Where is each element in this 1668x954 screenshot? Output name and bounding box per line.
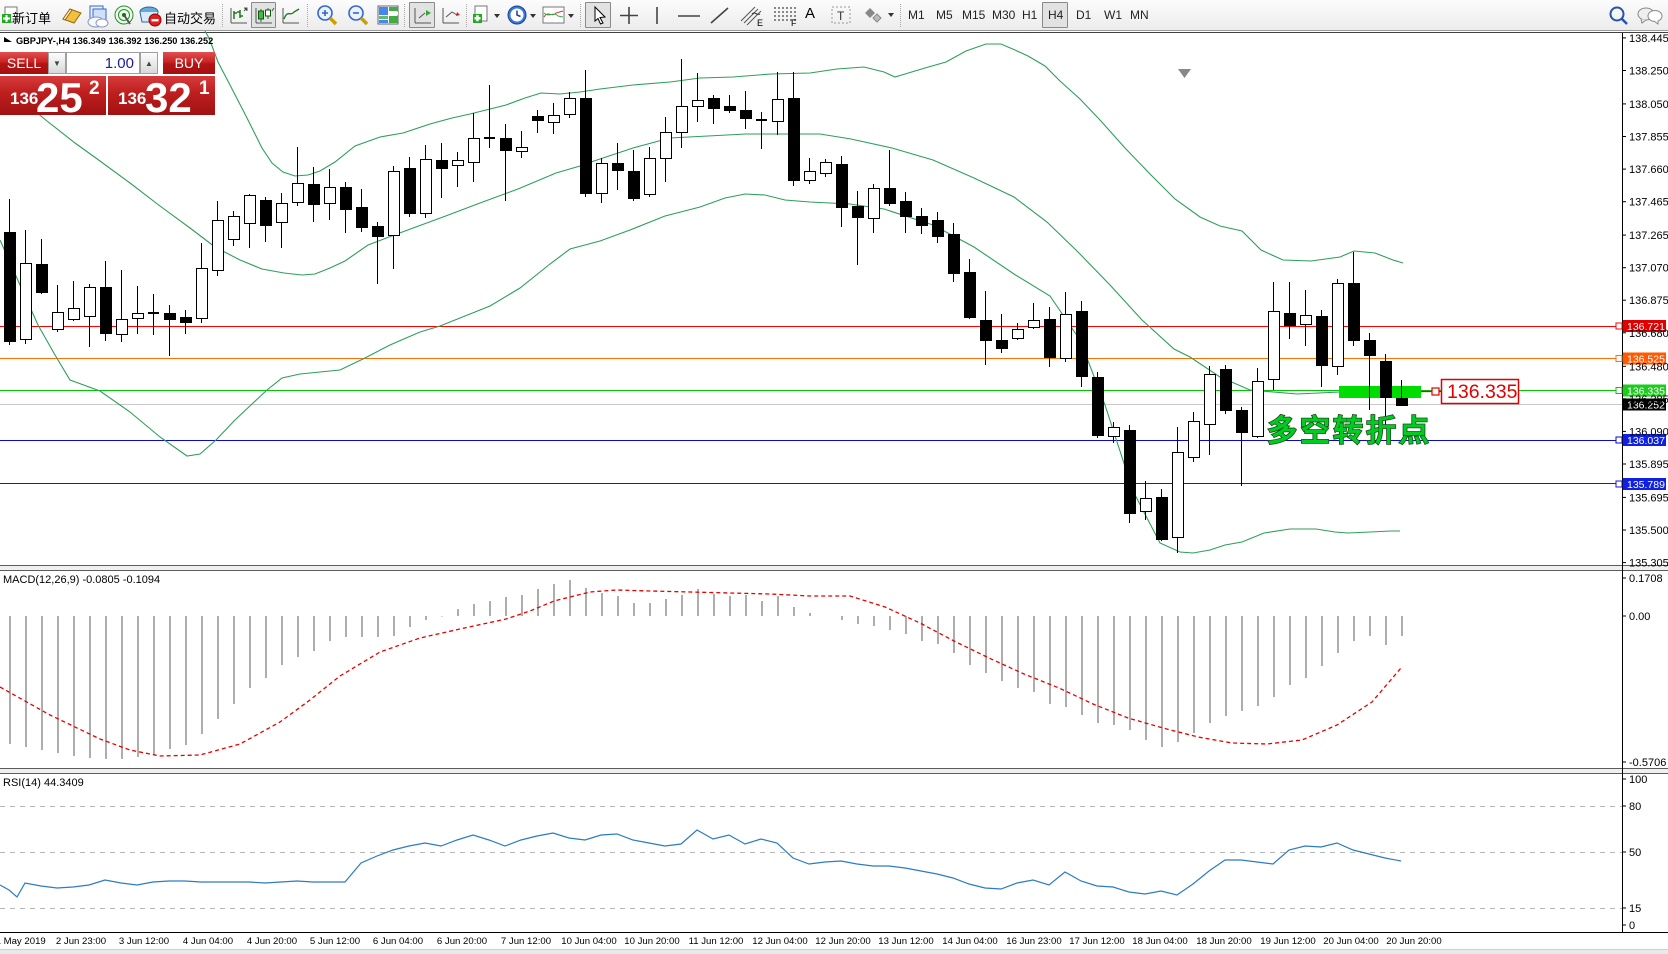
svg-text:136.721: 136.721 — [1627, 321, 1665, 333]
svg-text:F: F — [791, 18, 797, 28]
svg-text:20 Jun 20:00: 20 Jun 20:00 — [1386, 936, 1441, 947]
svg-text:0.00: 0.00 — [1629, 611, 1650, 623]
svg-text:2 Jun 23:00: 2 Jun 23:00 — [56, 936, 106, 947]
svg-text:12 Jun 04:00: 12 Jun 04:00 — [752, 936, 807, 947]
svg-text:31 May 2019: 31 May 2019 — [0, 936, 46, 947]
svg-text:0: 0 — [1629, 920, 1635, 932]
svg-text:多空转折点: 多空转折点 — [1267, 415, 1432, 448]
svg-text:5 Jun 12:00: 5 Jun 12:00 — [310, 936, 360, 947]
svg-text:6 Jun 04:00: 6 Jun 04:00 — [373, 936, 423, 947]
svg-text:136.525: 136.525 — [1627, 354, 1665, 366]
svg-text:19 Jun 12:00: 19 Jun 12:00 — [1260, 936, 1315, 947]
svg-text:137.465: 137.465 — [1629, 197, 1668, 209]
svg-text:137.070: 137.070 — [1629, 263, 1668, 275]
svg-text:12 Jun 20:00: 12 Jun 20:00 — [815, 936, 870, 947]
svg-text:7 Jun 12:00: 7 Jun 12:00 — [501, 936, 551, 947]
svg-text:MACD(12,26,9) -0.0805 -0.1094: MACD(12,26,9) -0.0805 -0.1094 — [3, 574, 160, 586]
svg-text:T: T — [837, 9, 845, 23]
svg-text:136.335: 136.335 — [1447, 381, 1518, 403]
svg-text:0.1708: 0.1708 — [1629, 573, 1663, 585]
svg-text:137.660: 137.660 — [1629, 164, 1668, 176]
svg-text:-0.5706: -0.5706 — [1629, 757, 1666, 769]
svg-text:18 Jun 20:00: 18 Jun 20:00 — [1196, 936, 1251, 947]
svg-text:20 Jun 04:00: 20 Jun 04:00 — [1323, 936, 1378, 947]
svg-text:136.680: 136.680 — [1629, 328, 1668, 340]
svg-text:6 Jun 20:00: 6 Jun 20:00 — [437, 936, 487, 947]
svg-text:136.480: 136.480 — [1629, 361, 1668, 373]
svg-text:135.305: 135.305 — [1629, 558, 1668, 570]
svg-text:10 Jun 04:00: 10 Jun 04:00 — [561, 936, 616, 947]
svg-text:11 Jun 12:00: 11 Jun 12:00 — [689, 936, 744, 947]
svg-text:GBPJPY-,H4 136.349 136.392 13: GBPJPY-,H4 136.349 136.392 136.250 136.2… — [16, 36, 213, 46]
svg-text:136.252: 136.252 — [1627, 399, 1665, 411]
svg-text:80: 80 — [1629, 801, 1641, 813]
svg-text:10 Jun 20:00: 10 Jun 20:00 — [624, 936, 679, 947]
svg-text:RSI(14) 44.3409: RSI(14) 44.3409 — [3, 777, 84, 789]
svg-text:16 Jun 23:00: 16 Jun 23:00 — [1006, 936, 1061, 947]
svg-text:E: E — [757, 18, 763, 28]
svg-text:136.875: 136.875 — [1629, 295, 1668, 307]
svg-text:135.695: 135.695 — [1629, 492, 1668, 504]
svg-text:4 Jun 04:00: 4 Jun 04:00 — [183, 936, 233, 947]
svg-text:138.250: 138.250 — [1629, 66, 1668, 78]
svg-text:135.895: 135.895 — [1629, 459, 1668, 471]
svg-text:137.855: 137.855 — [1629, 132, 1668, 144]
svg-text:14 Jun 04:00: 14 Jun 04:00 — [942, 936, 997, 947]
svg-text:13 Jun 12:00: 13 Jun 12:00 — [878, 936, 933, 947]
svg-text:135.500: 135.500 — [1629, 525, 1668, 537]
svg-text:50: 50 — [1629, 847, 1641, 859]
svg-text:138.050: 138.050 — [1629, 99, 1668, 111]
svg-text:136.285: 136.285 — [1629, 394, 1668, 406]
svg-text:136.335: 136.335 — [1627, 386, 1665, 398]
svg-text:135.789: 135.789 — [1627, 479, 1665, 491]
svg-text:100: 100 — [1629, 774, 1647, 786]
svg-text:137.265: 137.265 — [1629, 230, 1668, 242]
svg-text:3 Jun 12:00: 3 Jun 12:00 — [119, 936, 169, 947]
svg-text:18 Jun 04:00: 18 Jun 04:00 — [1132, 936, 1187, 947]
svg-text:138.445: 138.445 — [1629, 33, 1668, 45]
svg-text:136.037: 136.037 — [1627, 435, 1665, 447]
svg-text:4 Jun 20:00: 4 Jun 20:00 — [247, 936, 297, 947]
svg-text:17 Jun 12:00: 17 Jun 12:00 — [1069, 936, 1124, 947]
svg-text:136.090: 136.090 — [1629, 426, 1668, 438]
svg-text:15: 15 — [1629, 903, 1641, 915]
